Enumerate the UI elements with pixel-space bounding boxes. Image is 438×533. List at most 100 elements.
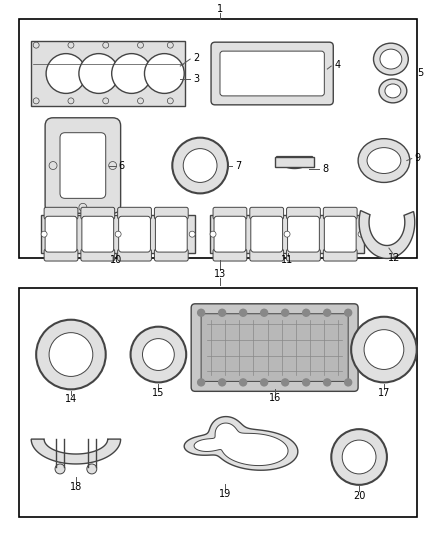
FancyBboxPatch shape: [250, 207, 283, 219]
Circle shape: [342, 440, 376, 474]
Circle shape: [240, 379, 247, 386]
FancyBboxPatch shape: [118, 207, 152, 219]
FancyBboxPatch shape: [323, 207, 357, 219]
FancyBboxPatch shape: [44, 207, 78, 219]
Circle shape: [351, 317, 417, 382]
Circle shape: [131, 327, 186, 382]
FancyBboxPatch shape: [44, 249, 78, 261]
FancyBboxPatch shape: [201, 314, 348, 382]
Polygon shape: [194, 423, 288, 465]
Circle shape: [198, 379, 205, 386]
Circle shape: [138, 42, 144, 48]
Circle shape: [345, 379, 352, 386]
Circle shape: [33, 98, 39, 104]
Circle shape: [261, 309, 268, 316]
Polygon shape: [277, 157, 312, 168]
Circle shape: [303, 309, 310, 316]
FancyBboxPatch shape: [251, 216, 283, 252]
FancyBboxPatch shape: [323, 249, 357, 261]
Circle shape: [79, 203, 87, 211]
Circle shape: [49, 161, 57, 169]
FancyBboxPatch shape: [31, 41, 185, 106]
Text: 14: 14: [65, 394, 77, 405]
Ellipse shape: [367, 148, 401, 173]
Polygon shape: [184, 417, 298, 470]
FancyBboxPatch shape: [155, 207, 188, 219]
Text: 5: 5: [417, 68, 423, 78]
Text: 20: 20: [353, 491, 365, 501]
Circle shape: [167, 98, 173, 104]
Ellipse shape: [358, 139, 410, 182]
Circle shape: [219, 309, 226, 316]
Text: 13: 13: [214, 269, 226, 279]
Bar: [19, 19, 417, 258]
Bar: [275, 157, 314, 166]
Text: 17: 17: [378, 389, 390, 398]
FancyBboxPatch shape: [118, 249, 152, 261]
Circle shape: [198, 309, 205, 316]
Circle shape: [261, 379, 268, 386]
Ellipse shape: [379, 79, 407, 103]
FancyBboxPatch shape: [286, 249, 320, 261]
Circle shape: [364, 330, 404, 369]
Bar: [19, 288, 417, 516]
Circle shape: [240, 309, 247, 316]
Text: 10: 10: [110, 255, 122, 265]
Circle shape: [282, 379, 289, 386]
Text: 16: 16: [268, 393, 281, 403]
Text: 15: 15: [152, 389, 165, 398]
FancyBboxPatch shape: [213, 249, 247, 261]
FancyBboxPatch shape: [45, 118, 120, 213]
Text: 7: 7: [235, 160, 241, 171]
FancyBboxPatch shape: [210, 215, 364, 253]
Circle shape: [36, 320, 106, 389]
Circle shape: [55, 464, 65, 474]
Ellipse shape: [380, 49, 402, 69]
FancyBboxPatch shape: [191, 304, 358, 391]
FancyBboxPatch shape: [45, 216, 77, 252]
Polygon shape: [359, 211, 415, 259]
Polygon shape: [31, 439, 120, 464]
Text: 1: 1: [217, 4, 223, 14]
Circle shape: [33, 42, 39, 48]
Circle shape: [112, 54, 152, 93]
Text: 19: 19: [219, 489, 231, 499]
FancyBboxPatch shape: [60, 133, 106, 198]
Circle shape: [303, 379, 310, 386]
Text: 11: 11: [282, 255, 294, 265]
Ellipse shape: [374, 43, 408, 75]
Circle shape: [41, 231, 47, 237]
Circle shape: [103, 42, 109, 48]
Circle shape: [358, 231, 364, 237]
Circle shape: [115, 231, 121, 237]
FancyBboxPatch shape: [82, 216, 114, 252]
FancyBboxPatch shape: [324, 216, 356, 252]
Circle shape: [46, 54, 86, 93]
Text: 18: 18: [70, 482, 82, 492]
Text: 9: 9: [415, 152, 421, 163]
FancyBboxPatch shape: [288, 216, 319, 252]
Circle shape: [142, 338, 174, 370]
Circle shape: [109, 161, 117, 169]
FancyBboxPatch shape: [81, 249, 115, 261]
Circle shape: [282, 309, 289, 316]
FancyBboxPatch shape: [286, 207, 320, 219]
Circle shape: [331, 429, 387, 485]
Circle shape: [345, 309, 352, 316]
Text: 4: 4: [334, 60, 340, 70]
Circle shape: [49, 333, 93, 376]
FancyBboxPatch shape: [41, 215, 195, 253]
Circle shape: [210, 231, 216, 237]
Circle shape: [103, 98, 109, 104]
Circle shape: [145, 54, 184, 93]
Circle shape: [183, 149, 217, 182]
Circle shape: [138, 98, 144, 104]
FancyBboxPatch shape: [81, 207, 115, 219]
Circle shape: [324, 379, 331, 386]
Circle shape: [284, 231, 290, 237]
FancyBboxPatch shape: [155, 249, 188, 261]
Circle shape: [167, 42, 173, 48]
Circle shape: [324, 309, 331, 316]
FancyBboxPatch shape: [119, 216, 150, 252]
Circle shape: [189, 231, 195, 237]
